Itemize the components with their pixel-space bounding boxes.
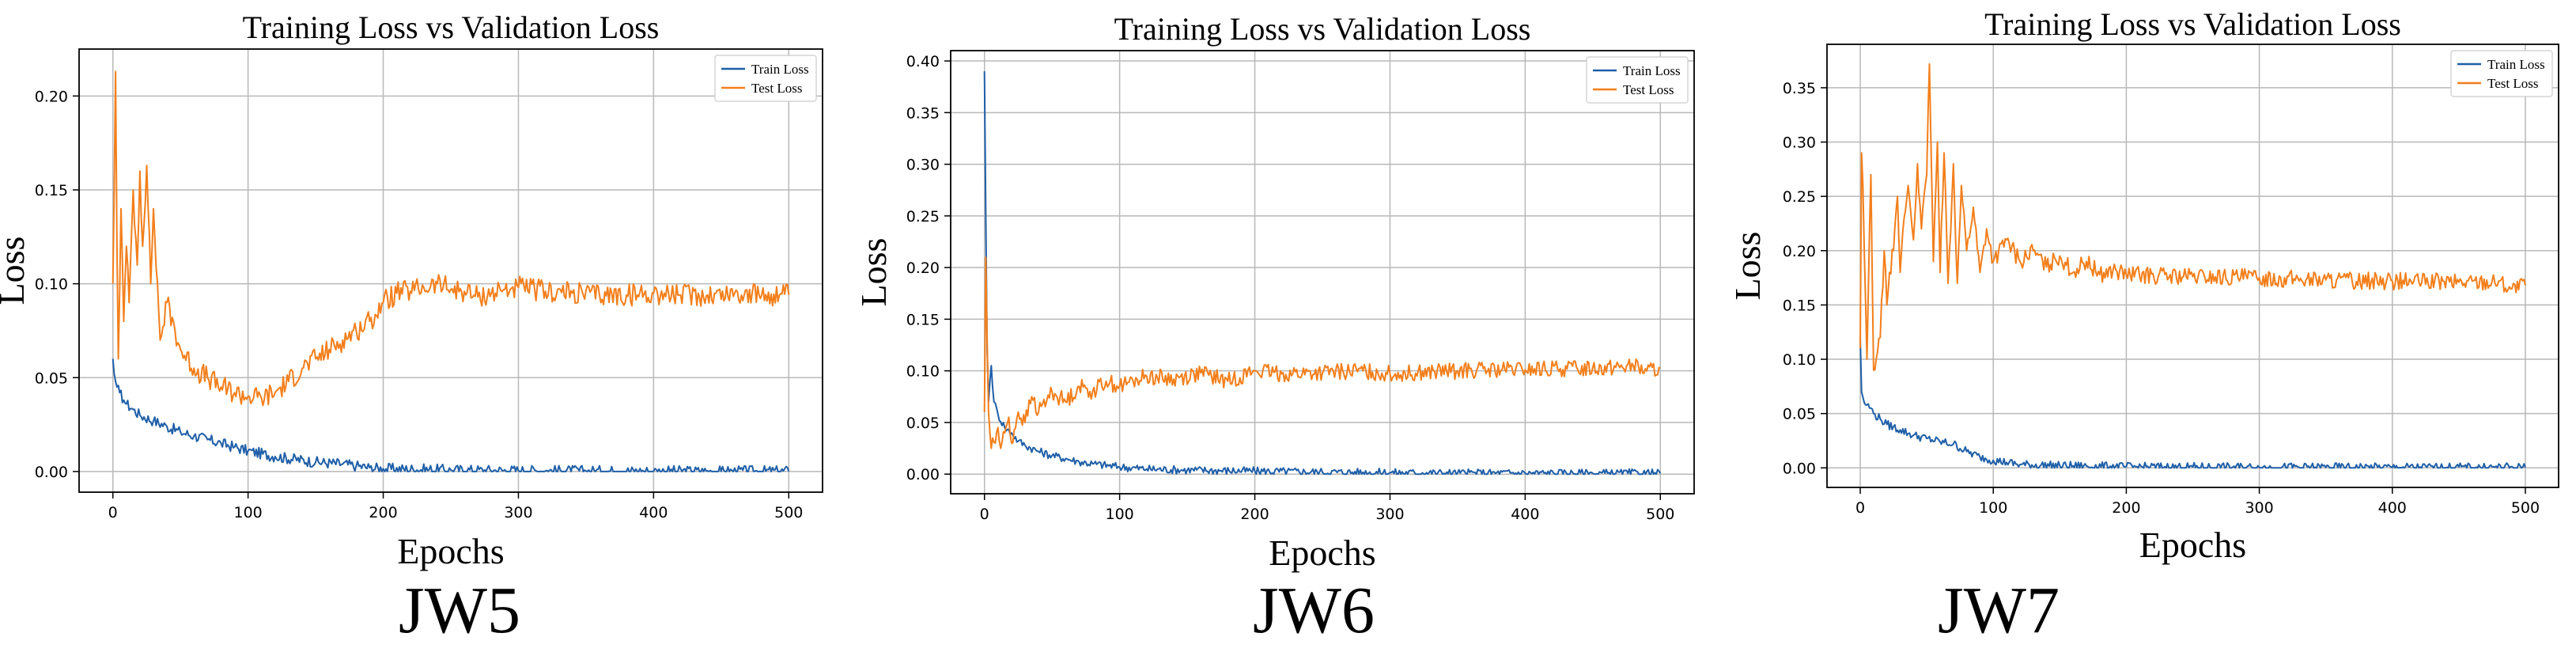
y-tick-label: 0.40 bbox=[906, 53, 940, 70]
legend-box bbox=[2450, 50, 2553, 97]
x-axis-label: Epochs bbox=[397, 531, 504, 571]
y-tick-label: 0.15 bbox=[1783, 297, 1816, 314]
y-axis-label: Loss bbox=[0, 237, 32, 305]
y-tick-label: 0.20 bbox=[35, 88, 68, 105]
legend-label-train: Train Loss bbox=[2487, 57, 2545, 72]
chart-title: Training Loss vs Validation Loss bbox=[1984, 6, 2401, 42]
loss-chart-jw6: Training Loss vs Validation Loss 0 100 200 3… bbox=[853, 11, 1695, 573]
chart-panel-jw6: Training Loss vs Validation Loss 0 100 200 3… bbox=[853, 0, 1724, 652]
x-axis-label: Epochs bbox=[2139, 525, 2246, 565]
legend-label-test: Test Loss bbox=[1623, 82, 1674, 97]
x-tick-label: 0 bbox=[1855, 499, 1865, 517]
y-tick-label: 0.00 bbox=[1783, 460, 1816, 477]
chart-title: Training Loss vs Validation Loss bbox=[243, 9, 660, 45]
x-tick-label: 300 bbox=[504, 504, 532, 521]
loss-chart-jw5: Training Loss vs Validation Loss 0 100 200 3… bbox=[0, 9, 823, 571]
x-axis-label: Epochs bbox=[1269, 533, 1375, 573]
y-tick-label: 0.30 bbox=[906, 157, 940, 174]
y-tick-label: 0.20 bbox=[906, 260, 940, 277]
chart-panel-jw7: Training Loss vs Validation Loss 0 100 200 3… bbox=[1727, 0, 2576, 652]
y-tick-label: 0.10 bbox=[35, 276, 68, 294]
y-tick-label: 0.25 bbox=[906, 208, 940, 226]
x-tick-label: 100 bbox=[1979, 499, 2007, 517]
legend-label-train: Train Loss bbox=[1623, 63, 1681, 78]
y-tick-label: 0.35 bbox=[1783, 80, 1816, 97]
y-tick-label: 0.20 bbox=[1783, 243, 1816, 260]
x-tick-label: 200 bbox=[2112, 499, 2140, 517]
x-tick-label: 400 bbox=[1511, 506, 1539, 523]
y-tick-label: 0.35 bbox=[906, 104, 940, 122]
legend-label-train: Train Loss bbox=[751, 62, 809, 77]
y-tick-label: 0.10 bbox=[906, 363, 940, 381]
y-tick-label: 0.10 bbox=[1783, 351, 1816, 369]
y-tick-label: 0.30 bbox=[1783, 135, 1816, 152]
plot-frame bbox=[950, 50, 1695, 495]
x-tick-label: 300 bbox=[2245, 499, 2273, 517]
legend-label-test: Test Loss bbox=[2487, 76, 2538, 91]
y-tick-label: 0.00 bbox=[35, 464, 68, 481]
train-loss-line-jw6 bbox=[983, 71, 1662, 476]
x-tick-label: 200 bbox=[369, 504, 397, 521]
legend-label-test: Test Loss bbox=[751, 81, 802, 96]
x-tick-label: 0 bbox=[108, 504, 118, 521]
y-tick-label: 0.05 bbox=[35, 370, 68, 387]
x-tick-label: 300 bbox=[1375, 506, 1404, 523]
legend: Train Loss Test Loss bbox=[2450, 50, 2553, 97]
y-axis-label: Loss bbox=[853, 238, 894, 307]
y-axis-label: Loss bbox=[1727, 232, 1768, 301]
legend-box bbox=[714, 55, 817, 102]
x-tick-label: 500 bbox=[2511, 499, 2540, 517]
y-tick-label: 0.05 bbox=[906, 415, 940, 432]
chart-caption-jw7: JW7 bbox=[1938, 574, 2060, 647]
x-tick-label: 0 bbox=[980, 506, 989, 523]
train-loss-line-jw7 bbox=[1859, 337, 2526, 469]
chart-title: Training Loss vs Validation Loss bbox=[1114, 11, 1531, 47]
loss-chart-jw7: Training Loss vs Validation Loss 0 100 200 3… bbox=[1727, 6, 2559, 565]
x-tick-label: 400 bbox=[639, 504, 668, 521]
test-loss-line-jw6 bbox=[983, 256, 1661, 449]
y-tick-label: 0.15 bbox=[906, 311, 940, 328]
x-tick-label: 400 bbox=[2378, 499, 2407, 517]
x-tick-label: 100 bbox=[1106, 506, 1134, 523]
y-tick-label: 0.05 bbox=[1783, 406, 1816, 423]
x-tick-label: 500 bbox=[1646, 506, 1674, 523]
x-tick-label: 500 bbox=[774, 504, 803, 521]
chart-panel-jw5: Training Loss vs Validation Loss 0 100 200 3… bbox=[0, 0, 846, 652]
legend: Train Loss Test Loss bbox=[714, 55, 817, 102]
train-loss-line-jw5 bbox=[112, 358, 790, 472]
legend-box bbox=[1586, 56, 1689, 104]
plot-frame bbox=[78, 48, 823, 493]
chart-caption-jw5: JW5 bbox=[399, 574, 520, 647]
legend: Train Loss Test Loss bbox=[1586, 56, 1689, 104]
y-tick-label: 0.25 bbox=[1783, 188, 1816, 206]
y-tick-label: 0.00 bbox=[906, 466, 940, 483]
x-tick-label: 100 bbox=[234, 504, 263, 521]
test-loss-line-jw7 bbox=[1859, 63, 2526, 371]
plot-frame bbox=[1826, 44, 2559, 488]
x-tick-label: 200 bbox=[1240, 506, 1269, 523]
y-tick-label: 0.15 bbox=[35, 182, 68, 199]
chart-caption-jw6: JW6 bbox=[1253, 574, 1375, 647]
test-loss-line-jw5 bbox=[112, 70, 790, 407]
